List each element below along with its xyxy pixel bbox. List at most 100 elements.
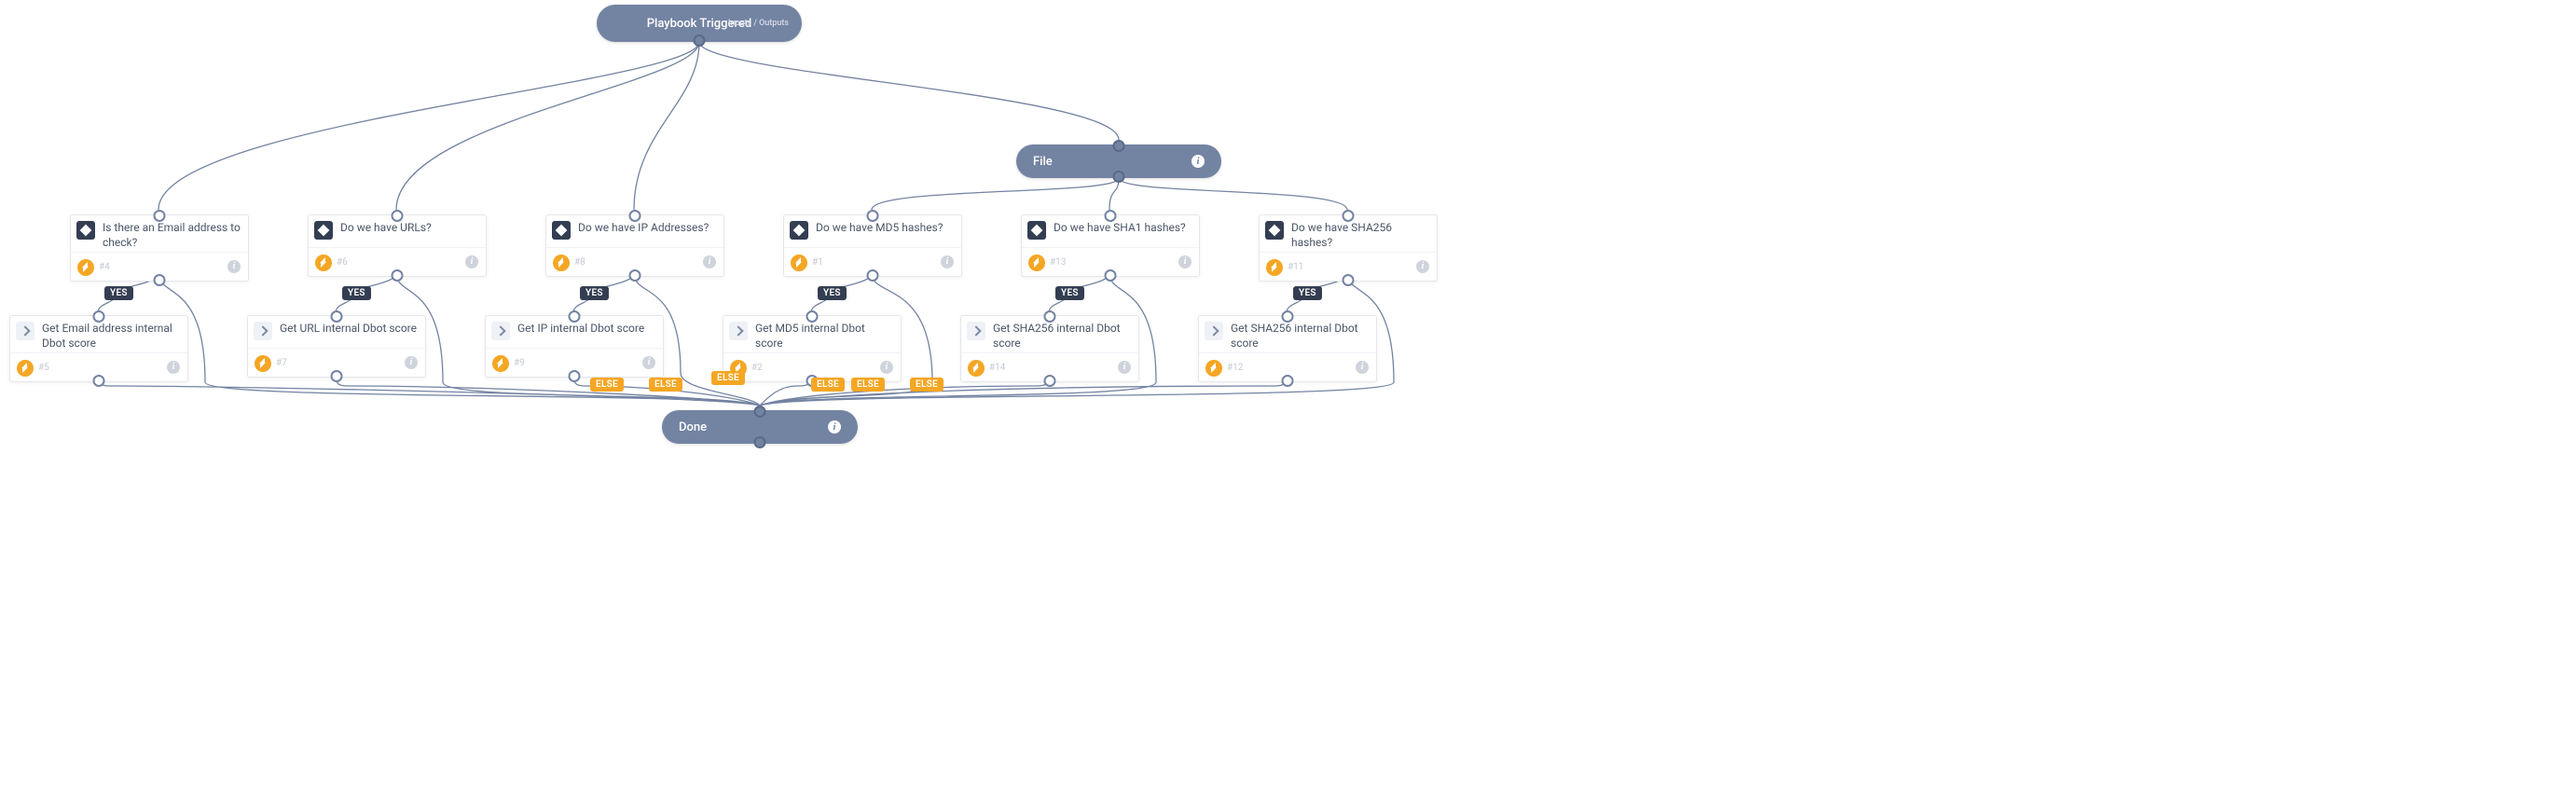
port-icon bbox=[754, 436, 766, 448]
flowchart-canvas: Playbook Triggered Inputs / Outputs File… bbox=[0, 0, 1454, 466]
port-icon bbox=[1044, 310, 1056, 323]
done-label: Done bbox=[679, 420, 707, 434]
port-icon bbox=[1343, 210, 1355, 222]
question-title: Do we have SHA1 hashes? bbox=[1054, 221, 1192, 236]
action-title: Get Email address internal Dbot score bbox=[42, 322, 180, 351]
question-node-email[interactable]: Is there an Email address to check? #4 i bbox=[70, 214, 249, 282]
port-icon bbox=[1105, 269, 1117, 282]
port-icon bbox=[392, 269, 404, 282]
node-id: #4 bbox=[99, 262, 110, 272]
port-icon bbox=[867, 210, 879, 222]
port-icon bbox=[806, 310, 819, 323]
action-title: Get IP internal Dbot score bbox=[517, 322, 655, 337]
info-icon[interactable]: i bbox=[465, 255, 478, 268]
question-node-sha1[interactable]: Do we have SHA1 hashes? #13 i bbox=[1021, 214, 1200, 277]
condition-icon bbox=[1265, 221, 1284, 240]
port-icon bbox=[93, 310, 105, 323]
task-icon bbox=[1205, 322, 1223, 340]
question-node-sha256[interactable]: Do we have SHA256 hashes? #11 i bbox=[1259, 214, 1438, 282]
info-icon[interactable]: i bbox=[1356, 361, 1369, 374]
info-icon[interactable]: i bbox=[642, 356, 655, 369]
node-id: #12 bbox=[1227, 363, 1243, 373]
port-icon bbox=[1343, 274, 1355, 286]
bolt-icon bbox=[255, 355, 271, 372]
info-icon[interactable]: i bbox=[828, 420, 841, 433]
question-title: Is there an Email address to check? bbox=[103, 221, 241, 250]
playbook-trigger-node[interactable]: Playbook Triggered Inputs / Outputs bbox=[597, 5, 802, 42]
yes-badge: YES bbox=[104, 286, 133, 300]
question-title: Do we have SHA256 hashes? bbox=[1291, 221, 1429, 250]
bolt-icon bbox=[315, 255, 332, 271]
info-icon[interactable]: i bbox=[703, 255, 716, 268]
question-node-ips[interactable]: Do we have IP Addresses?#8i bbox=[545, 214, 724, 277]
info-icon[interactable]: i bbox=[941, 255, 954, 268]
done-node[interactable]: Done i bbox=[662, 410, 858, 444]
info-icon[interactable]: i bbox=[227, 260, 241, 273]
action-node-sha256b_score[interactable]: Get SHA256 internal Dbot score #12 i bbox=[1198, 315, 1377, 382]
action-node-email_score[interactable]: Get Email address internal Dbot score #5 i bbox=[9, 315, 188, 382]
action-title: Get URL internal Dbot score bbox=[280, 322, 418, 337]
node-id: #6 bbox=[337, 257, 348, 268]
port-icon bbox=[1282, 310, 1294, 323]
info-icon[interactable]: i bbox=[167, 361, 180, 374]
action-node-sha256_score[interactable]: Get SHA256 internal Dbot score#14i bbox=[960, 315, 1139, 382]
file-node[interactable]: File i bbox=[1016, 144, 1221, 178]
else-badge: ELSE bbox=[910, 378, 944, 392]
info-icon[interactable]: i bbox=[1178, 255, 1192, 268]
port-icon bbox=[331, 370, 343, 382]
port-icon bbox=[331, 310, 343, 323]
else-badge: ELSE bbox=[711, 371, 745, 385]
node-id: #2 bbox=[751, 363, 763, 373]
port-icon bbox=[629, 210, 641, 222]
info-icon[interactable]: i bbox=[1192, 155, 1205, 168]
task-icon bbox=[16, 322, 34, 340]
yes-badge: YES bbox=[342, 286, 371, 300]
port-icon bbox=[867, 269, 879, 282]
question-title: Do we have MD5 hashes? bbox=[816, 221, 954, 236]
question-node-urls[interactable]: Do we have URLs? #6 i bbox=[308, 214, 487, 277]
task-icon bbox=[729, 322, 748, 340]
port-icon bbox=[154, 210, 166, 222]
port-icon bbox=[1044, 375, 1056, 387]
port-icon bbox=[629, 269, 641, 282]
info-icon[interactable]: i bbox=[405, 356, 418, 369]
task-icon bbox=[491, 322, 510, 340]
question-title: Do we have IP Addresses? bbox=[578, 221, 716, 236]
node-id: #7 bbox=[276, 358, 287, 368]
node-id: #5 bbox=[38, 363, 49, 373]
info-icon[interactable]: i bbox=[1416, 260, 1429, 273]
action-node-md5_score[interactable]: Get MD5 internal Dbot score #2 i bbox=[723, 315, 902, 382]
port-icon bbox=[93, 375, 105, 387]
port-icon bbox=[1105, 210, 1117, 222]
file-label: File bbox=[1033, 155, 1053, 169]
info-icon[interactable]: i bbox=[880, 361, 893, 374]
task-icon bbox=[254, 322, 272, 340]
condition-icon bbox=[314, 221, 333, 240]
question-title: Do we have URLs? bbox=[340, 221, 478, 236]
port-icon bbox=[569, 310, 581, 323]
task-icon bbox=[967, 322, 985, 340]
bolt-icon bbox=[791, 255, 807, 271]
node-id: #11 bbox=[1288, 262, 1303, 272]
port-icon bbox=[754, 406, 766, 418]
action-title: Get MD5 internal Dbot score bbox=[755, 322, 893, 351]
trigger-sublabel: Inputs / Outputs bbox=[728, 19, 789, 28]
action-title: Get SHA256 internal Dbot score bbox=[1231, 322, 1369, 351]
else-badge: ELSE bbox=[811, 378, 845, 392]
condition-icon bbox=[552, 221, 571, 240]
condition-icon bbox=[1027, 221, 1046, 240]
else-badge: ELSE bbox=[851, 378, 885, 392]
port-icon bbox=[1113, 171, 1125, 183]
info-icon[interactable]: i bbox=[1118, 361, 1131, 374]
else-badge: ELSE bbox=[649, 378, 682, 392]
yes-badge: YES bbox=[818, 286, 847, 300]
action-node-ip_score[interactable]: Get IP internal Dbot score #9 i bbox=[485, 315, 664, 378]
question-node-md5[interactable]: Do we have MD5 hashes?#1i bbox=[783, 214, 962, 277]
port-icon bbox=[1282, 375, 1294, 387]
condition-icon bbox=[76, 221, 95, 240]
node-id: #9 bbox=[514, 358, 525, 368]
action-node-url_score[interactable]: Get URL internal Dbot score #7 i bbox=[247, 315, 426, 378]
yes-badge: YES bbox=[1055, 286, 1084, 300]
port-icon bbox=[1113, 140, 1125, 152]
node-id: #13 bbox=[1050, 257, 1066, 268]
